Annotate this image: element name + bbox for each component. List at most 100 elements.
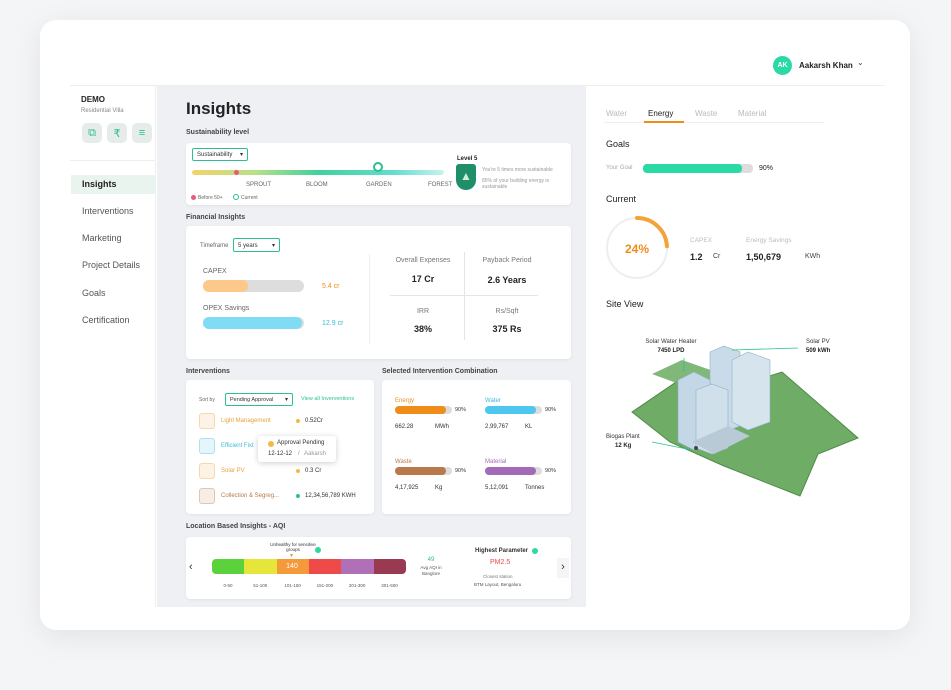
opex-bar bbox=[203, 317, 304, 329]
tooltip-dot bbox=[268, 441, 274, 447]
capex-value: 5.4 cr bbox=[322, 283, 340, 290]
current-pin-icon bbox=[373, 162, 384, 172]
sidebar-item-goals[interactable]: Goals bbox=[82, 288, 106, 298]
aqi-prev-button[interactable]: ‹ bbox=[189, 561, 193, 573]
chevron-down-icon[interactable]: ⌄ bbox=[857, 58, 864, 67]
capex-bar bbox=[203, 280, 304, 292]
before-marker bbox=[234, 170, 239, 175]
combo-name: Energy bbox=[395, 398, 415, 404]
avg-aqi-label-2: Banglore bbox=[421, 571, 440, 576]
project-type: Residential Villa bbox=[81, 108, 124, 114]
combo-name: Waste bbox=[395, 459, 412, 465]
timeframe-dropdown[interactable]: 5 years ▾ bbox=[233, 238, 280, 252]
sidebar-item-insights[interactable]: Insights bbox=[71, 175, 156, 194]
timeframe-label: Timeframe bbox=[200, 243, 229, 249]
aqi-range-label: 51-100 bbox=[253, 583, 268, 588]
intervention-name[interactable]: Efficient Fixt bbox=[221, 443, 254, 449]
metric-overall-value: 17 Cr bbox=[411, 274, 435, 284]
solar-water-value: 7450 LPD bbox=[657, 348, 685, 354]
right-capex-unit: Cr bbox=[713, 253, 721, 260]
intervention-name[interactable]: Light Management bbox=[221, 418, 271, 424]
station-value: BTM Layout, Bengaluru bbox=[474, 582, 522, 587]
section-title-combination: Selected Intervention Combination bbox=[382, 368, 498, 375]
tab-waste[interactable]: Waste bbox=[695, 109, 718, 118]
intervention-icon bbox=[199, 438, 215, 454]
metric-irr-value: 38% bbox=[413, 324, 432, 334]
timeframe-value: 5 years bbox=[238, 243, 258, 249]
metrics-vdivider bbox=[464, 252, 465, 340]
highest-param-value: PM2.5 bbox=[490, 559, 511, 566]
metric-payback-label: Payback Period bbox=[482, 257, 532, 264]
site-3d-model[interactable] bbox=[612, 330, 862, 510]
caret-down-icon: ▾ bbox=[271, 243, 275, 249]
combo-name: Material bbox=[485, 459, 507, 465]
sidebar bbox=[70, 86, 156, 607]
avatar[interactable]: AK bbox=[773, 56, 792, 75]
aqi-next-button[interactable]: › bbox=[557, 558, 569, 578]
legend-before-dot bbox=[191, 195, 196, 200]
goal-bar bbox=[643, 164, 753, 173]
status-dot bbox=[296, 494, 300, 498]
info-icon[interactable] bbox=[315, 547, 321, 553]
financial-vdivider bbox=[369, 254, 370, 344]
combo-value: 5,12,091 bbox=[485, 485, 509, 491]
legend-current: Current bbox=[241, 195, 258, 201]
financial-card bbox=[186, 226, 571, 359]
money-icon[interactable]: ₹ bbox=[107, 123, 127, 143]
sidebar-item-marketing[interactable]: Marketing bbox=[82, 233, 122, 243]
intervention-icon bbox=[199, 463, 215, 479]
metric-rssqft-label: Rs/Sqft bbox=[495, 308, 519, 315]
aqi-segment bbox=[341, 559, 374, 574]
tab-material[interactable]: Material bbox=[738, 109, 767, 118]
station-label: Closest station bbox=[483, 574, 513, 579]
combo-bar-fill bbox=[485, 406, 537, 414]
current-donut bbox=[605, 216, 669, 280]
combo-pct: 90% bbox=[455, 407, 467, 413]
add-list-icon[interactable]: ≡ bbox=[132, 123, 152, 143]
sustainability-dropdown[interactable]: Sustainability ▾ bbox=[192, 148, 248, 161]
combo-unit: KL bbox=[525, 424, 533, 430]
info-icon[interactable] bbox=[532, 548, 538, 554]
sidebar-divider bbox=[70, 160, 156, 161]
goal-value: 90% bbox=[759, 165, 774, 172]
sort-dropdown[interactable]: Pending Approval ▾ bbox=[225, 393, 293, 406]
combo-value: 662.28 bbox=[395, 424, 414, 430]
copy-icon[interactable]: ⧉ bbox=[82, 123, 102, 143]
view-all-link[interactable]: View all Inverventions bbox=[301, 396, 355, 402]
aqi-scale bbox=[212, 559, 406, 574]
aqi-range-label: 0-50 bbox=[223, 583, 233, 588]
aqi-range-label: 201-300 bbox=[348, 583, 366, 588]
section-title-financial: Financial Insights bbox=[186, 214, 246, 221]
intervention-name[interactable]: Solar PV bbox=[221, 468, 245, 474]
legend-current-icon bbox=[233, 194, 239, 200]
tooltip: Approval Pending 12-12-12 / Aakarsh bbox=[258, 436, 336, 462]
intervention-value: 12,34,56,789 KWH bbox=[305, 493, 356, 499]
sidebar-item-interventions[interactable]: Interventions bbox=[82, 206, 134, 216]
aqi-segment bbox=[308, 559, 342, 574]
intervention-icon bbox=[199, 488, 215, 504]
sidebar-item-project-details[interactable]: Project Details bbox=[82, 260, 141, 270]
stage-garden: GARDEN bbox=[366, 182, 392, 188]
sidebar-item-certification[interactable]: Certification bbox=[82, 315, 130, 325]
combo-unit: Tonnes bbox=[525, 485, 545, 491]
intervention-name[interactable]: Collection & Segreg... bbox=[221, 493, 280, 499]
aqi-current-value: 140 bbox=[286, 563, 298, 570]
tab-water[interactable]: Water bbox=[606, 109, 628, 118]
site-view-title: Site View bbox=[606, 299, 644, 309]
donut-arc bbox=[605, 216, 669, 280]
aqi-range-label: 301-500 bbox=[381, 583, 398, 588]
metric-rssqft-value: 375 Rs bbox=[492, 324, 522, 334]
metric-irr-label: IRR bbox=[416, 308, 430, 315]
aqi-callout: Unhealthy for sensitive groups bbox=[270, 542, 316, 552]
aqi-pointer: ▼ bbox=[289, 553, 294, 559]
combo-pct: 90% bbox=[545, 407, 557, 413]
status-dot bbox=[296, 469, 300, 473]
combo-bar-fill bbox=[485, 467, 537, 475]
biogas-value: 12 Kg bbox=[615, 443, 632, 449]
opex-value: 12.9 cr bbox=[322, 320, 344, 327]
avg-aqi-label-1: Avg AQI in bbox=[420, 565, 442, 570]
stage-bloom: BLOOM bbox=[306, 182, 328, 188]
user-name[interactable]: Aakarsh Khan bbox=[799, 61, 853, 70]
tab-energy[interactable]: Energy bbox=[648, 109, 674, 118]
tab-active-indicator bbox=[644, 121, 684, 123]
